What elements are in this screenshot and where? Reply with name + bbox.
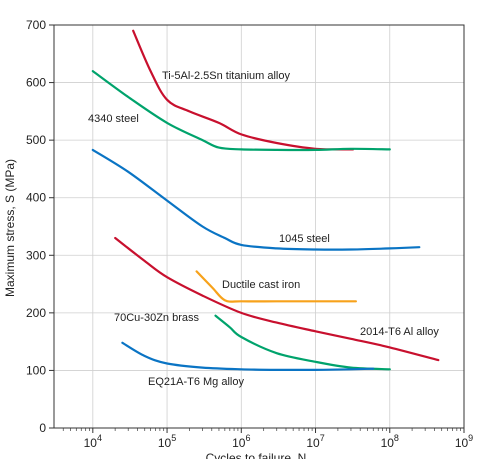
series-line-eq21a-t6-mg-alloy xyxy=(121,341,375,371)
series-label-70cu-30zn-brass: 70Cu-30Zn brass xyxy=(114,312,199,324)
y-tick-label: 600 xyxy=(26,76,46,90)
x-tick-label: 107 xyxy=(306,433,324,450)
grid xyxy=(54,25,464,428)
series-label-ti-5al-2-5sn-titanium-alloy: Ti-5Al-2.5Sn titanium alloy xyxy=(162,70,290,82)
series-line-ti-5al-2-5sn-titanium-alloy xyxy=(132,29,355,151)
series-lines xyxy=(91,29,440,371)
series-labels: Ti-5Al-2.5Sn titanium alloy 4340 steel 104… xyxy=(88,70,439,388)
y-tick-label: 300 xyxy=(26,248,46,262)
y-tick-label: 0 xyxy=(39,421,46,435)
series-line-70cu-30zn-brass xyxy=(214,314,391,371)
x-tick-label: 108 xyxy=(381,433,399,450)
x-axis-title: Cycles to failure, N xyxy=(206,451,307,459)
x-tick-label: 106 xyxy=(232,433,250,450)
plot-frame xyxy=(53,24,465,429)
y-tick-label: 200 xyxy=(26,306,46,320)
y-tick-label: 700 xyxy=(26,18,46,32)
series-line-ductile-cast-iron xyxy=(195,270,357,303)
series-line-1045-steel xyxy=(91,148,421,251)
series-label-ductile-cast-iron: Ductile cast iron xyxy=(222,279,300,291)
y-tick-label: 100 xyxy=(26,363,46,377)
series-line-2014-t6-al-alloy xyxy=(114,236,440,362)
x-tick-label: 105 xyxy=(158,433,176,450)
axes: 0 100 200 300 400 500 600 700 104 105 106 107 108 109 xyxy=(26,18,473,450)
y-tick-label: 500 xyxy=(26,133,46,147)
series-label-2014-t6-al-alloy: 2014-T6 Al alloy xyxy=(360,326,439,338)
series-label-4340-steel: 4340 steel xyxy=(88,113,139,125)
series-label-eq21a-t6-mg-alloy: EQ21A-T6 Mg alloy xyxy=(148,376,244,388)
x-tick-label: 104 xyxy=(84,433,102,450)
y-axis-title: Maximum stress, S (MPa) xyxy=(3,159,17,297)
y-tick-label: 400 xyxy=(26,191,46,205)
series-label-1045-steel: 1045 steel xyxy=(279,233,330,245)
series-line-4340-steel xyxy=(91,70,391,152)
x-tick-label: 109 xyxy=(455,433,473,450)
